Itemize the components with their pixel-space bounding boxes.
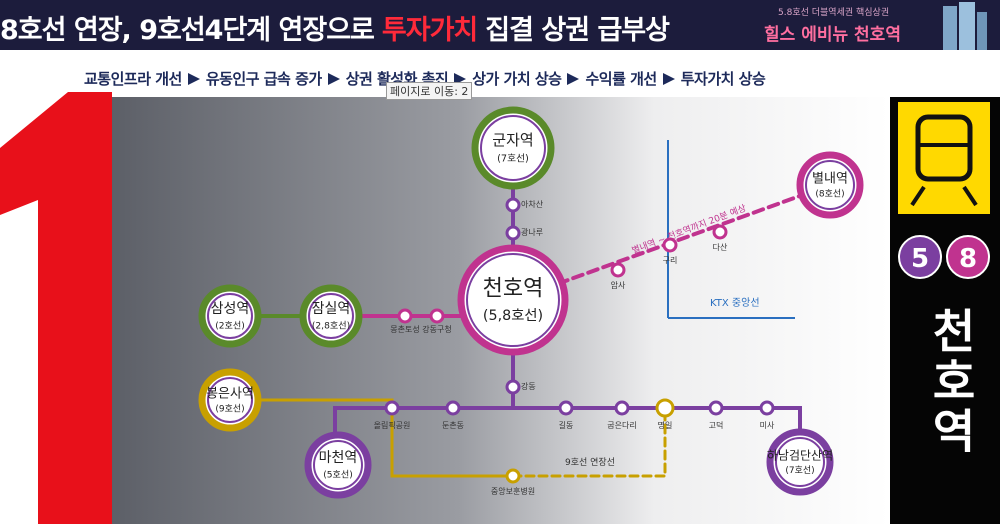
major-station-ring: [308, 293, 354, 339]
minor-station: [759, 400, 775, 416]
major-station-ring: [480, 115, 546, 181]
flow-step: 상가 가치 상승: [472, 70, 562, 88]
side-station: 천호역: [924, 307, 978, 457]
header-banner: 8호선 연장, 9호선4단계 연장으로 투자가치 집결 상권 급부상 5.8호선 더…: [0, 0, 1000, 50]
minor-station: [505, 225, 521, 241]
minor-station-label: 구리: [663, 256, 678, 265]
line-badge-number: 8: [959, 244, 977, 274]
minor-station-label: 올림픽공원: [374, 420, 411, 430]
major-station-ring: [775, 437, 825, 487]
minor-station: [708, 400, 724, 416]
major-station-line: (7호선): [497, 153, 529, 165]
flow-arrow: [327, 72, 340, 85]
minor-station: [505, 468, 521, 484]
headline-highlight: 투자가치: [381, 15, 478, 46]
major-station-line: (7호선): [785, 465, 814, 476]
line-badge-number: 5: [911, 244, 929, 274]
major-station: [304, 431, 372, 499]
big-number-one: [0, 92, 112, 524]
major-station-ring: [207, 377, 253, 423]
major-station: [796, 151, 864, 219]
major-station-name: 별내역: [812, 171, 848, 186]
major-station: [766, 428, 834, 496]
flow-arrow: [187, 72, 200, 85]
minor-station: [655, 398, 675, 418]
line9-ext-label: 9호선 연장선: [565, 457, 615, 468]
major-station-name: 군자역: [492, 131, 533, 149]
headline-lead: 8호선 연장, 9호선4단계 연장으로: [0, 15, 375, 46]
line-badge: [898, 235, 942, 279]
minor-station-label: 명일: [658, 420, 673, 430]
flow-step: 교통인프라 개선: [84, 70, 182, 88]
major-station-name: 삼성역: [211, 301, 250, 317]
minor-station-label: 굽은다리: [607, 421, 636, 430]
minor-station: [662, 237, 678, 253]
building-icon: [943, 2, 987, 50]
minor-station-label: 미사: [760, 421, 775, 430]
flow-arrow: [567, 72, 580, 85]
major-station: [471, 106, 555, 190]
minor-station-label: 강동: [521, 381, 536, 391]
brand: 힐스 에비뉴 천호역: [764, 25, 901, 45]
major-station: [198, 368, 262, 432]
major-station-name: 봉은사역: [206, 386, 254, 401]
major-station-name: 잠실역: [312, 301, 351, 317]
major-station: [299, 284, 363, 348]
major-station-line: (9호선): [215, 404, 244, 415]
minor-station-label: 몽촌토성: [390, 325, 419, 334]
minor-station-label: 둔촌동: [442, 421, 464, 430]
ktx-line: [667, 140, 795, 319]
line-badge: [946, 235, 990, 279]
major-station-ring: [207, 293, 253, 339]
major-station-name: 마천역: [319, 450, 358, 466]
flow-arrow: [662, 72, 675, 85]
major-station-line: (2호선): [215, 321, 245, 332]
minor-station-label: 아차산: [521, 199, 544, 209]
major-station: [198, 284, 262, 348]
minor-station: [429, 308, 445, 324]
major-station-ring: [805, 160, 855, 210]
minor-station: [610, 262, 626, 278]
major-station-line: (2,8호선): [312, 321, 350, 332]
tooltip: 페이지로 이동: 2: [386, 82, 473, 100]
minor-station: [397, 308, 413, 324]
flow-step: 수익률 개선: [585, 70, 657, 88]
major-station-line: (5호선): [323, 470, 353, 481]
minor-station: [505, 197, 521, 213]
flow-step: 유동인구 급속 증가: [205, 70, 322, 88]
minor-station: [558, 400, 574, 416]
minor-station-label: 강동구청: [422, 324, 451, 334]
major-station-ring: [466, 253, 560, 347]
major-station-ring: [313, 440, 363, 490]
minor-station: [505, 379, 521, 395]
ktx-label: KTX 중앙선: [710, 297, 760, 309]
major-station-line: (5,8호선): [483, 307, 543, 324]
train-icon-bg: [898, 102, 990, 214]
minor-station: [384, 400, 400, 416]
minor-station: [614, 400, 630, 416]
headline: 8호선 연장, 9호선4단계 연장으로 투자가치 집결 상권 급부상: [0, 8, 670, 47]
minor-station-label: 길동: [559, 421, 574, 430]
minor-station-label: 중앙보훈병원: [491, 486, 535, 496]
headline-tail: 집결 상권 급부상: [485, 15, 670, 46]
minor-station: [712, 224, 728, 240]
major-station-name: 하남검단산역: [767, 449, 833, 463]
minor-station-label: 다산: [713, 242, 728, 252]
minor-station-label: 고덕: [709, 420, 724, 430]
flow-step: 투자가치 상승: [680, 70, 766, 88]
minor-station-label: 광나루: [521, 227, 543, 237]
major-station-name: 천호역: [483, 277, 544, 302]
minor-station: [445, 400, 461, 416]
major-station: [457, 244, 569, 356]
tagline: 5.8호선 더블역세권 핵심상권: [778, 8, 890, 18]
major-station-line: (8호선): [815, 189, 844, 200]
flow-arrow: [454, 72, 467, 85]
train-icon: [915, 114, 973, 182]
minor-station-label: 암사: [611, 280, 626, 290]
